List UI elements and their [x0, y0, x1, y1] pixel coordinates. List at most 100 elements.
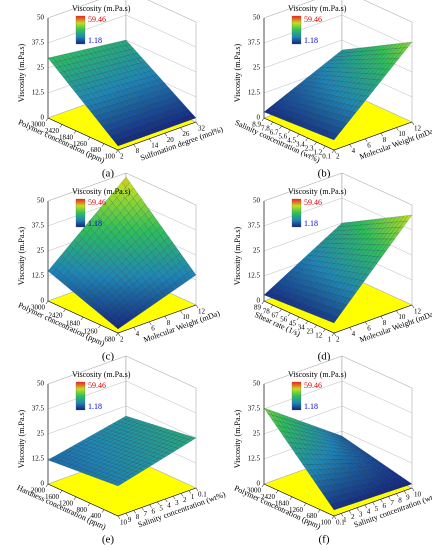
y-tick [380, 499, 383, 503]
y-tick-label: 5 [375, 505, 379, 513]
x-tick-label: 56 [280, 316, 288, 324]
x-tick-label: 2000 [31, 487, 46, 495]
x-tick [59, 490, 63, 494]
surface [263, 41, 413, 141]
z-tick-label: 37.5 [32, 39, 45, 47]
y-tick [364, 504, 367, 509]
y-tick-label: 7 [144, 510, 148, 518]
z-tick-label: 25 [253, 247, 261, 255]
colorbar-max: 59.46 [304, 15, 322, 24]
y-tick-label: 3 [175, 499, 179, 507]
x-tick [270, 304, 273, 309]
z-tick-label: 50 [37, 197, 45, 205]
grid-line [47, 172, 197, 206]
y-tick-label: 26 [182, 130, 190, 138]
x-tick [279, 308, 282, 313]
y-tick-label: 7 [390, 499, 394, 507]
panel-label: (e) [102, 534, 115, 546]
y-tick-label: 6 [151, 324, 155, 332]
y-tick [333, 149, 337, 154]
x-tick [323, 328, 326, 333]
grid-line [47, 0, 197, 23]
x-tick-label: 1840 [275, 499, 290, 507]
x-tick-label: 3.4 [296, 141, 305, 149]
colorbar [75, 198, 86, 228]
z-tick-label: 12.5 [32, 89, 45, 97]
z-tick-label: 12.5 [248, 272, 261, 280]
surface [47, 39, 197, 147]
x-tick-label: 6.7 [270, 129, 279, 137]
x-tick-label: 2420 [261, 493, 276, 501]
y-tick [364, 138, 368, 142]
colorbar-title: Viscosity (m.Pa.s) [72, 187, 131, 196]
y-tick-label: 32 [198, 125, 206, 133]
y-tick-label: 6 [382, 502, 386, 510]
y-tick [133, 327, 136, 331]
y-tick [195, 487, 199, 492]
z-tick-label: 0 [257, 480, 261, 488]
colorbar [75, 15, 86, 45]
z-tick-label: 25 [37, 430, 45, 438]
colorbar-title: Viscosity (m.Pa.s) [72, 370, 131, 379]
z-tick-label: 0 [257, 114, 261, 122]
x-tick [331, 515, 335, 520]
x-tick-label: 2420 [49, 312, 64, 320]
y-tick-label: 12 [414, 125, 422, 133]
z-tick-label: 12.5 [32, 272, 45, 280]
z-tick-label: 0 [41, 297, 45, 305]
x-tick-label: 1840 [66, 320, 81, 328]
x-tick-label: 34 [298, 324, 306, 332]
y-tick-label: 4 [367, 508, 371, 516]
y-tick-label: 4 [352, 330, 356, 338]
x-tick [331, 332, 335, 337]
y-tick [133, 144, 136, 148]
x-tick [296, 133, 300, 138]
colorbar-title: Viscosity (m.Pa.s) [288, 370, 347, 379]
grid-line [47, 405, 197, 439]
y-tick [195, 304, 199, 309]
z-tick-label: 37.5 [248, 222, 261, 230]
y-tick [188, 490, 192, 494]
x-tick [288, 129, 291, 134]
surface-cell [113, 322, 123, 330]
x-tick [73, 130, 77, 134]
y-tick [180, 493, 184, 497]
y-tick [117, 149, 121, 154]
x-tick-label: 100 [321, 519, 332, 527]
colorbar [291, 381, 302, 411]
y-tick-label: 6 [367, 141, 371, 149]
y-tick-label: 12 [198, 308, 206, 316]
x-tick-label: 45 [289, 320, 297, 328]
z-tick-label: 25 [37, 64, 45, 72]
x-tick-label: 800 [77, 506, 88, 514]
x-tick-label: 1600 [45, 493, 60, 501]
x-tick [45, 117, 49, 122]
panel-label: (f) [319, 534, 330, 546]
x-tick-label: 1 [328, 336, 332, 344]
x-tick-label: 78 [263, 308, 271, 316]
y-tick-label: 5 [159, 504, 163, 512]
y-tick [396, 127, 399, 131]
x-tick-label: 1260 [84, 328, 99, 336]
y-tick-label: 4 [136, 330, 140, 338]
y-tick-label: 2 [336, 336, 340, 344]
colorbar-title: Viscosity (m.Pa.s) [72, 4, 131, 13]
z-axis-label: Viscosity (m.Pa.s) [17, 409, 26, 468]
x-tick [275, 490, 279, 494]
x-tick [289, 496, 293, 500]
x-tick [115, 149, 119, 154]
y-tick [411, 487, 415, 492]
y-tick [195, 121, 199, 126]
x-tick [87, 503, 91, 507]
grid-line [47, 380, 197, 414]
y-tick [403, 490, 407, 494]
x-tick-label: 680 [307, 512, 318, 520]
surface [263, 214, 413, 324]
y-tick-label: 1 [343, 516, 347, 524]
y-tick [349, 327, 352, 331]
x-tick [261, 300, 265, 305]
y-tick-label: 10 [398, 313, 406, 321]
x-tick-label: 5.6 [279, 133, 288, 141]
